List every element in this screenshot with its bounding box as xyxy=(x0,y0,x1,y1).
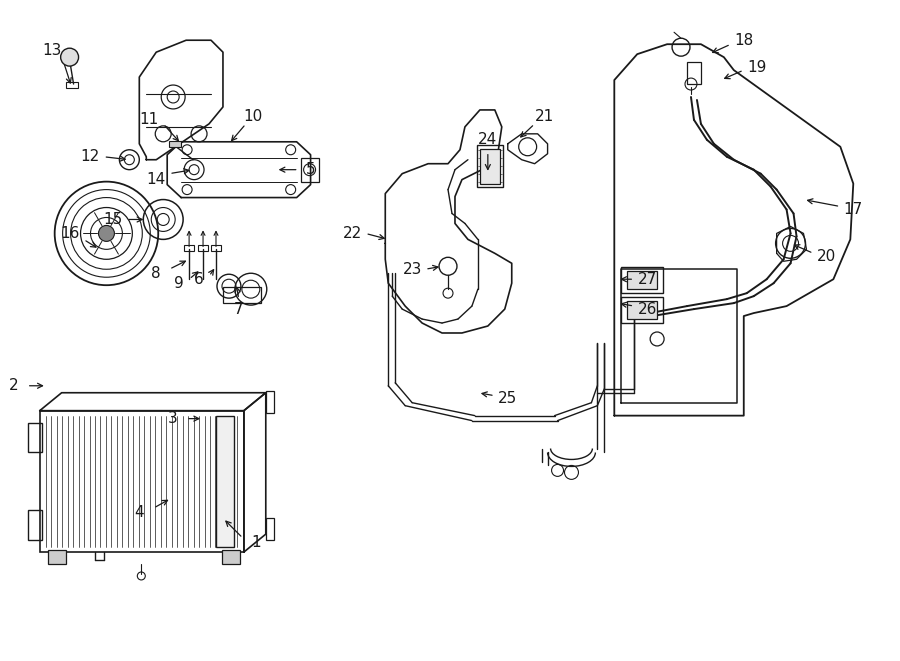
Text: 15: 15 xyxy=(104,212,123,227)
Text: 1: 1 xyxy=(251,535,261,549)
Bar xyxy=(222,550,240,564)
Text: 3: 3 xyxy=(168,411,178,426)
Bar xyxy=(621,297,663,323)
Text: 18: 18 xyxy=(734,33,753,48)
Bar xyxy=(477,145,503,186)
Bar xyxy=(223,287,261,303)
Bar xyxy=(687,62,701,84)
Text: 11: 11 xyxy=(140,112,159,128)
Text: 21: 21 xyxy=(535,110,554,124)
Text: 13: 13 xyxy=(42,43,61,58)
Bar xyxy=(28,510,41,540)
Bar xyxy=(266,391,274,412)
Text: 12: 12 xyxy=(80,149,99,164)
Text: 24: 24 xyxy=(478,132,498,147)
Text: 10: 10 xyxy=(243,110,263,124)
Bar xyxy=(627,301,657,319)
Bar xyxy=(627,271,657,289)
Bar xyxy=(28,422,41,453)
Bar xyxy=(198,245,208,251)
Text: 8: 8 xyxy=(151,266,161,281)
Text: 4: 4 xyxy=(134,505,144,520)
Circle shape xyxy=(98,225,114,241)
Bar xyxy=(266,518,274,540)
Text: 6: 6 xyxy=(194,272,204,287)
Text: 5: 5 xyxy=(306,162,315,177)
Bar xyxy=(169,141,181,147)
Text: 25: 25 xyxy=(498,391,518,407)
Text: 9: 9 xyxy=(175,276,184,291)
Bar xyxy=(66,82,77,88)
Text: 17: 17 xyxy=(843,202,863,217)
Text: 26: 26 xyxy=(637,301,657,317)
Text: 16: 16 xyxy=(60,226,79,241)
Bar xyxy=(48,550,66,564)
Bar xyxy=(301,158,319,182)
Text: 2: 2 xyxy=(9,378,19,393)
Bar xyxy=(621,267,663,293)
Bar xyxy=(216,416,234,547)
Bar xyxy=(211,245,221,251)
Text: 27: 27 xyxy=(637,272,657,287)
Text: 14: 14 xyxy=(147,172,166,187)
Text: 22: 22 xyxy=(343,226,362,241)
Text: 19: 19 xyxy=(747,59,767,75)
Text: 20: 20 xyxy=(817,249,836,264)
Bar xyxy=(40,410,244,552)
Bar xyxy=(184,245,194,251)
Text: 23: 23 xyxy=(402,262,422,277)
Text: 7: 7 xyxy=(234,301,244,317)
Circle shape xyxy=(60,48,78,66)
Bar xyxy=(480,149,500,184)
